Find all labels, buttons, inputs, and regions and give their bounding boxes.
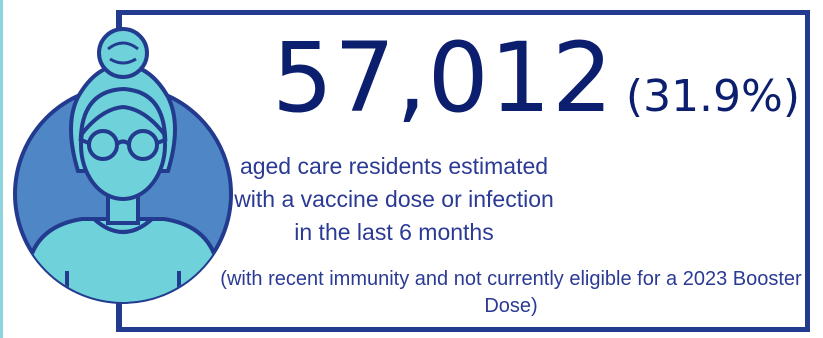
elderly-woman-avatar-icon [13,27,233,304]
stat-headline: 57,012 (31.9%) [272,30,802,126]
stat-description: aged care residents estimated with a vac… [234,153,554,245]
resident-percent: (31.9%) [625,71,801,122]
stat-note: (with recent immunity and not currently … [220,268,802,317]
left-accent-bar [0,0,3,338]
resident-count: 57,012 [272,22,614,134]
stat-card [116,10,810,332]
